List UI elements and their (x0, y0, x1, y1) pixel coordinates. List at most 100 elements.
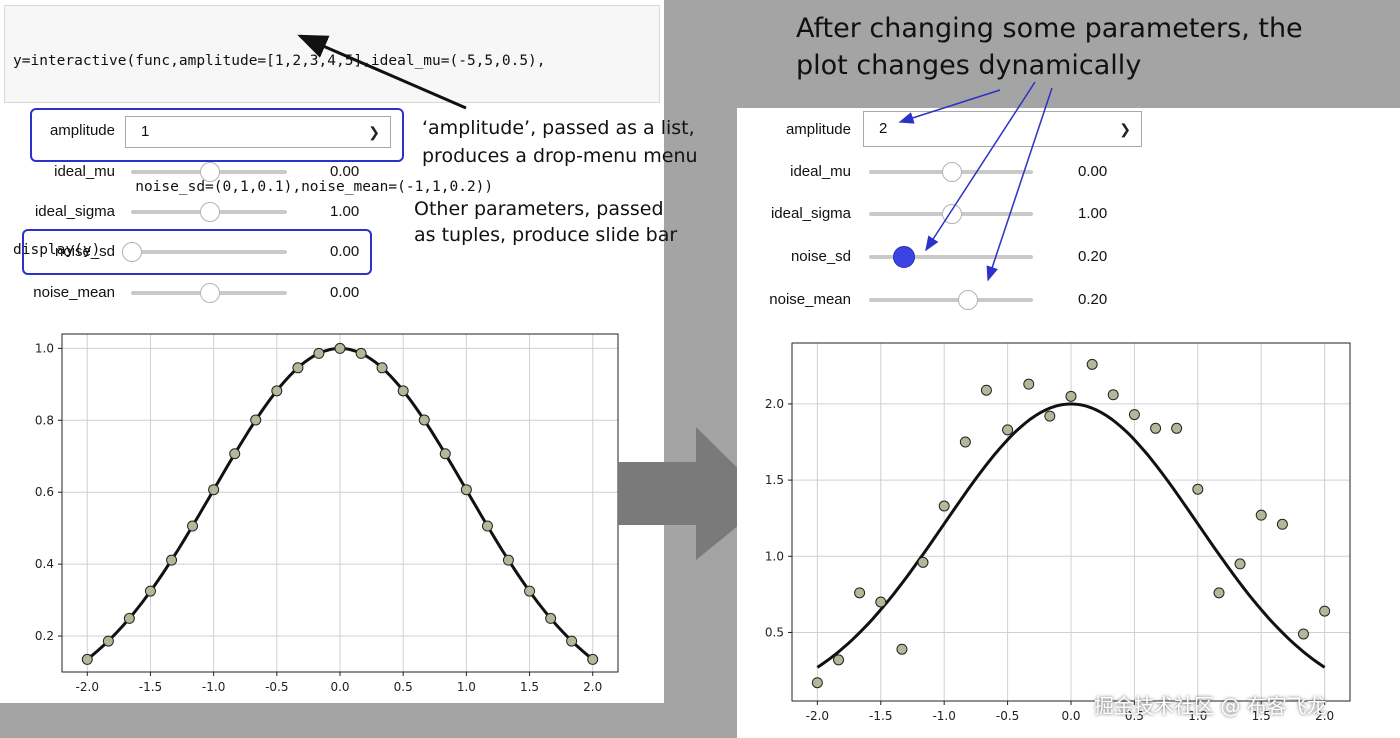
amplitude-selected-value: 2 (879, 120, 888, 137)
noise-sd-highlight-box (22, 229, 372, 275)
chevron-down-icon: ❯ (368, 124, 380, 140)
code-line: display(y) (13, 242, 101, 258)
noise-mean-label: noise_mean (769, 291, 851, 308)
x-tick-label: 0.0 (1061, 709, 1080, 723)
ideal-sigma-slider-handle[interactable] (200, 202, 220, 222)
data-point (545, 612, 557, 624)
x-tick-label: 1.5 (520, 680, 539, 694)
code-line: y=interactive(func,amplitude=[1,2,3,4,5]… (13, 53, 546, 69)
left-chart: -2.0 -1.5 -1.0 -0.5 0.0 0.5 1.0 1.5 2.0 0.2 0.4 0.6… (35, 333, 619, 694)
x-tick-label: -0.5 (265, 680, 288, 694)
y-tick-label: 0.6 (35, 485, 54, 499)
data-point (566, 635, 578, 647)
slider-annotation-line: Other parameters, passed (414, 198, 664, 220)
noise-sd-slider-track[interactable] (131, 250, 287, 254)
data-point (187, 520, 199, 532)
dropdown-annotation: ‘amplitude’, passed as a list, produces … (422, 114, 702, 170)
x-tick-label: -1.5 (869, 709, 892, 723)
data-point (1044, 410, 1056, 422)
amplitude-label: amplitude (49, 122, 115, 139)
data-point (102, 635, 114, 647)
data-point (418, 414, 430, 426)
right-chart: -2.0 -1.5 -1.0 -0.5 0.0 0.5 1.0 1.5 2.0 0.5 1.0 1.5… (765, 342, 1351, 723)
data-point (1150, 422, 1162, 434)
data-point (123, 612, 135, 624)
data-point (896, 643, 908, 655)
noise-sd-slider-handle[interactable] (122, 242, 142, 262)
noise-mean-slider-track[interactable] (869, 298, 1033, 302)
data-point (1192, 483, 1204, 495)
data-point (397, 385, 409, 397)
amplitude-dropdown[interactable]: 2 ❯ (863, 111, 1142, 147)
noise-sd-slider-handle[interactable] (893, 246, 915, 268)
x-tick-label: 0.0 (330, 680, 349, 694)
x-tick-label: 0.5 (1125, 709, 1144, 723)
dynamic-change-annotation: After changing some parameters, the plot… (796, 10, 1396, 84)
noise-mean-widget: noise_mean 0.20 (737, 285, 1157, 315)
code-line: noise_sd=(0,1,0.1),noise_mean=(-1,1,0.2)… (13, 179, 494, 195)
noise-sd-widget: noise_sd 0.00 (0, 237, 400, 267)
data-point (376, 362, 388, 374)
amplitude-dropdown[interactable]: 1 ❯ (125, 116, 391, 148)
data-point (1234, 558, 1246, 570)
data-point (355, 347, 367, 359)
amplitude-highlight-box (30, 108, 404, 162)
dynamic-change-annotation-line: After changing some parameters, the (796, 13, 1303, 44)
ideal-sigma-value: 1.00 (1078, 205, 1108, 222)
noise-sd-widget: noise_sd 0.20 (737, 242, 1157, 272)
y-tick-label: 1.0 (765, 549, 784, 563)
ideal-mu-widget: ideal_mu 0.00 (737, 157, 1157, 187)
left-notebook-panel: y=interactive(func,amplitude=[1,2,3,4,5]… (0, 0, 698, 703)
x-tick-label: -2.0 (76, 680, 99, 694)
ideal-mu-slider-handle[interactable] (200, 162, 220, 182)
code-cell[interactable]: y=interactive(func,amplitude=[1,2,3,4,5]… (4, 5, 660, 258)
ideal-sigma-label: ideal_sigma (34, 203, 115, 220)
transition-arrow-icon (618, 427, 770, 560)
noise-mean-slider-handle[interactable] (958, 290, 978, 310)
data-point (502, 554, 514, 566)
noise-mean-slider-handle[interactable] (200, 283, 220, 303)
data-point (587, 653, 599, 665)
data-point (875, 596, 887, 608)
data-point (144, 585, 156, 597)
data-point (313, 347, 325, 359)
noise-sd-label: noise_sd (54, 243, 115, 260)
x-tick-label: 1.0 (1188, 709, 1207, 723)
data-point (1276, 518, 1288, 530)
x-tick-label: -1.0 (202, 680, 225, 694)
x-tick-label: -0.5 (996, 709, 1019, 723)
data-point (833, 654, 845, 666)
noise-mean-label: noise_mean (33, 284, 115, 301)
data-point (292, 362, 304, 374)
y-tick-label: 0.2 (35, 629, 54, 643)
data-point (1319, 605, 1331, 617)
data-point (938, 500, 950, 512)
y-tick-label: 1.0 (35, 341, 54, 355)
data-point (917, 556, 929, 568)
x-tick-label: 2.0 (1315, 709, 1334, 723)
data-point (959, 436, 971, 448)
data-point (811, 677, 823, 689)
data-point (980, 384, 992, 396)
x-tick-label: 0.5 (394, 680, 413, 694)
ideal-sigma-widget: ideal_sigma 1.00 (737, 199, 1157, 229)
ideal-sigma-slider-handle[interactable] (942, 204, 962, 224)
data-point (524, 585, 536, 597)
dropdown-annotation-line: produces a drop-menu menu (422, 145, 698, 167)
data-point (854, 587, 866, 599)
ideal-mu-label: ideal_mu (54, 163, 115, 180)
noise-sd-label: noise_sd (790, 248, 851, 265)
data-point (1213, 587, 1225, 599)
noise-sd-value: 0.20 (1078, 248, 1108, 265)
noise-sd-slider-track[interactable] (869, 255, 1033, 259)
data-point (1023, 378, 1035, 390)
ideal-mu-slider-handle[interactable] (942, 162, 962, 182)
data-point (81, 653, 93, 665)
data-point (229, 448, 241, 460)
noise-mean-value: 0.00 (330, 284, 360, 301)
data-point (1255, 509, 1267, 521)
data-point (1171, 422, 1183, 434)
amplitude-widget: amplitude 1 ❯ (0, 116, 400, 148)
x-tick-label: 1.0 (457, 680, 476, 694)
watermark: 掘金技术社区 @ 布客飞龙 (1094, 694, 1327, 718)
